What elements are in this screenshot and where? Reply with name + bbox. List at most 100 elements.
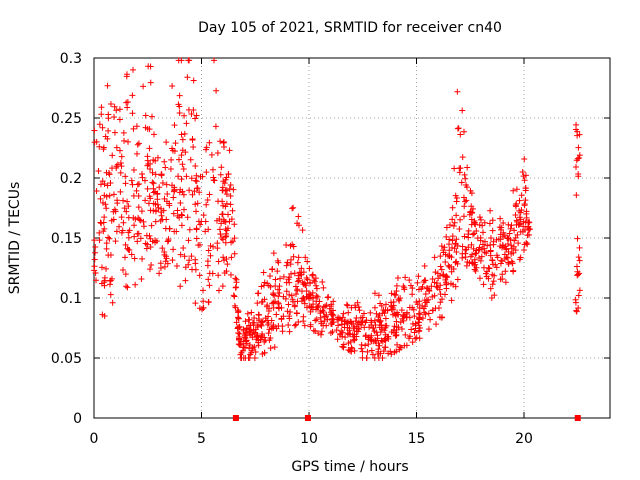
data-point [391, 291, 398, 298]
data-point [212, 123, 219, 130]
data-point [280, 293, 287, 300]
data-point [486, 265, 493, 272]
data-point [236, 341, 243, 348]
axis-ticks: 0 0.05 0.1 0.15 0.2 0.25 0.3 0 5 10 15 20 [51, 51, 610, 447]
data-point [130, 66, 137, 73]
data-point [262, 337, 269, 344]
data-point [99, 124, 106, 131]
data-point [443, 233, 450, 240]
data-point [338, 327, 345, 334]
data-point [297, 271, 304, 278]
data-point [397, 295, 404, 302]
data-point [275, 299, 282, 306]
data-point [154, 154, 161, 161]
data-point [429, 275, 436, 282]
data-point [170, 210, 177, 217]
data-point [402, 274, 409, 281]
data-point [131, 233, 138, 240]
data-point [113, 144, 120, 151]
y-tick-label: 0.25 [51, 111, 82, 127]
data-point [364, 348, 371, 355]
data-point [163, 216, 170, 223]
data-point [381, 336, 388, 343]
data-point [152, 171, 159, 178]
data-point [137, 235, 144, 242]
data-point [283, 288, 290, 295]
data-point [99, 311, 106, 318]
data-point [91, 237, 98, 244]
data-point [446, 247, 453, 254]
data-point [515, 240, 522, 247]
y-tick-label: 0.05 [51, 351, 82, 367]
data-point [182, 264, 189, 271]
data-point [293, 310, 300, 317]
data-point [452, 259, 459, 266]
data-point [382, 344, 389, 351]
data-point [226, 185, 233, 192]
data-point [438, 266, 445, 273]
data-point [139, 255, 146, 262]
data-point [415, 273, 422, 280]
data-point [340, 310, 347, 317]
data-point [510, 187, 517, 194]
data-point [195, 218, 202, 225]
data-point [236, 324, 243, 331]
data-point [363, 317, 370, 324]
data-point [120, 129, 127, 136]
data-point [523, 239, 530, 246]
data-point [443, 224, 450, 231]
data-point [194, 200, 201, 207]
data-point [114, 161, 121, 168]
data-point [179, 161, 186, 168]
data-point [252, 329, 259, 336]
data-point [355, 303, 362, 310]
data-point [233, 276, 240, 283]
data-point [320, 304, 327, 311]
data-point [418, 285, 425, 292]
data-point [178, 222, 185, 229]
data-point [312, 328, 319, 335]
data-point [523, 208, 530, 215]
data-point [117, 169, 124, 176]
data-point [219, 187, 226, 194]
data-point [385, 333, 392, 340]
data-point [440, 247, 447, 254]
data-point [132, 216, 139, 223]
data-point [295, 222, 302, 229]
data-point [176, 103, 183, 110]
data-point [313, 298, 320, 305]
data-point [377, 317, 384, 324]
data-point [439, 314, 446, 321]
data-point [147, 235, 154, 242]
data-point [193, 178, 200, 185]
data-point [234, 307, 241, 314]
data-point [514, 231, 521, 238]
data-point [162, 258, 169, 265]
data-point [227, 182, 234, 189]
data-point [343, 301, 350, 308]
data-point [375, 292, 382, 299]
data-point [254, 300, 261, 307]
data-point [170, 246, 177, 253]
data-point [208, 151, 215, 158]
data-point [345, 309, 352, 316]
data-point [111, 206, 118, 213]
data-point [173, 228, 180, 235]
data-point [179, 136, 186, 143]
data-point [152, 237, 159, 244]
data-point [261, 279, 268, 286]
data-point [280, 313, 287, 320]
data-point [100, 228, 107, 235]
data-point [421, 263, 428, 270]
data-point [193, 225, 200, 232]
data-point [471, 230, 478, 237]
data-point [413, 334, 420, 341]
data-point [146, 145, 153, 152]
data-point [469, 260, 476, 267]
data-point [162, 225, 169, 232]
data-point [190, 77, 197, 84]
data-point [159, 180, 166, 187]
data-point [508, 245, 515, 252]
data-point [110, 191, 117, 198]
data-point [96, 229, 103, 236]
